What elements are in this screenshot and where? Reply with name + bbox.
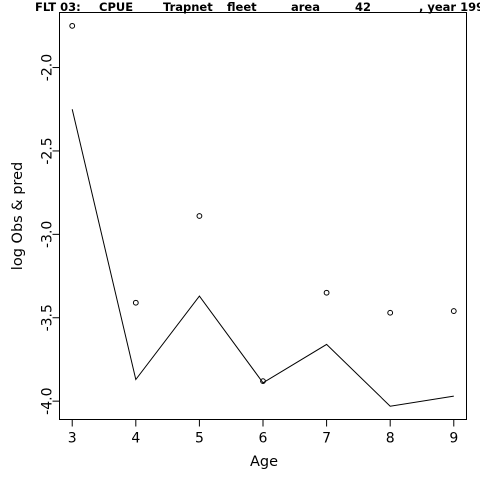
observed-point (387, 309, 394, 316)
x-tick-label: 8 (386, 431, 395, 447)
y-tick-label: -3.0 (40, 221, 56, 248)
x-tick-label: 4 (131, 431, 140, 447)
x-tick-label: 3 (68, 431, 77, 447)
observed-point (132, 299, 139, 306)
title-part-area: area (291, 0, 320, 14)
x-axis: 3 4 5 6 7 8 9 (68, 419, 458, 447)
y-tick-label: -2.5 (40, 137, 56, 164)
chart-title: FLT 03: CPUE Trapnet fleet area 42 , yea… (35, 0, 480, 14)
title-part-fleet: fleet (227, 0, 257, 14)
title-part-flt: FLT 03: (35, 0, 81, 14)
title-part-area-number: 42 (355, 0, 371, 14)
y-axis: -2.0 -2.5 -3.0 -3.5 -4.0 (40, 54, 60, 415)
observed-point (450, 308, 457, 314)
y-axis-title: log Obs & pred (10, 162, 26, 270)
y-tick-label: -3.5 (40, 304, 56, 331)
observed-point (323, 289, 330, 296)
title-part-year: , year 199 (419, 0, 480, 14)
y-tick-label: -4.0 (40, 387, 56, 414)
x-tick-label: 7 (322, 431, 331, 447)
x-axis-title: Age (250, 454, 278, 470)
x-tick-label: 5 (195, 431, 204, 447)
series-layer (69, 22, 457, 407)
predicted-line (71, 109, 454, 407)
title-part-cpue: CPUE (99, 0, 133, 14)
observed-point (196, 213, 203, 219)
observed-point (69, 22, 76, 29)
y-tick-label: -2.0 (40, 54, 56, 81)
x-tick-label: 6 (259, 431, 268, 447)
x-tick-label: 9 (449, 431, 458, 447)
title-part-trapnet: Trapnet (163, 0, 213, 14)
